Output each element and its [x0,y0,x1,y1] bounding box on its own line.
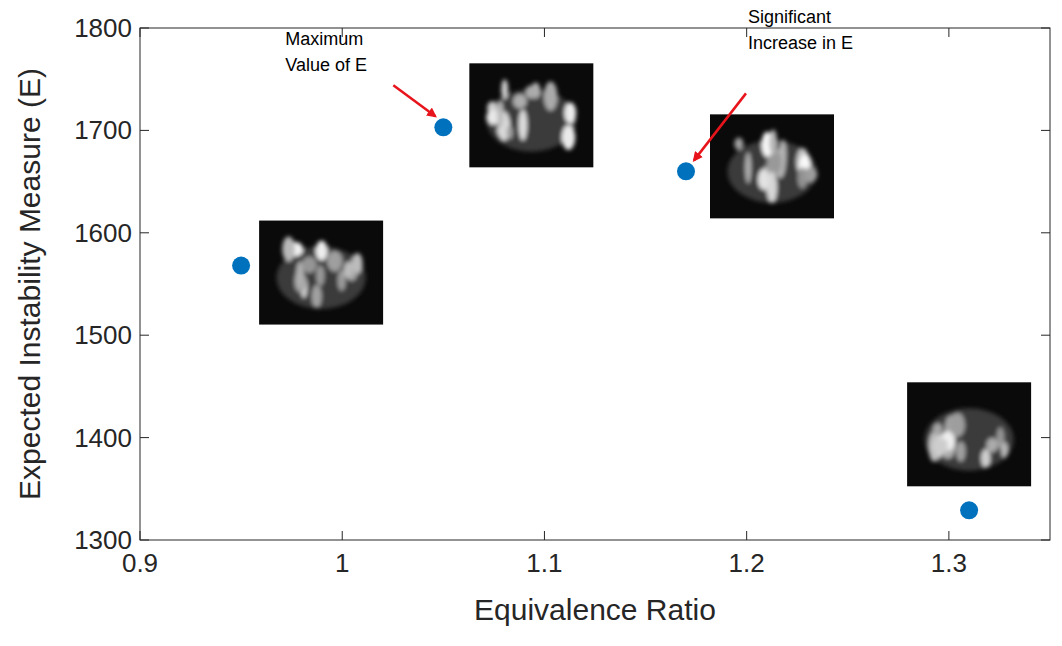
flame-haze [924,408,1013,470]
flame-streak [316,265,324,286]
point [960,501,978,519]
flame-streak [513,94,527,109]
y-tick-label: 1700 [74,115,132,145]
flame-streak [933,423,943,436]
y-tick [1041,28,1050,29]
y-tick [1041,437,1050,438]
flame-image [710,114,834,218]
image-background [259,221,383,325]
annotation-arrow [393,85,435,116]
annotation-line: Value of E [285,55,367,75]
annotation-arrow [694,93,746,160]
y-tick [140,28,149,29]
y-tick [1041,130,1050,131]
x-tick [544,531,545,540]
flame-streak [734,138,743,151]
annotation-line: Maximum [285,29,363,49]
flame-streak [501,79,508,99]
flame-streak [525,85,536,98]
x-tick-label: 1 [335,548,349,578]
point [232,257,250,275]
flame-glow [486,79,576,151]
x-axis-title: Equivalence Ratio [474,593,716,626]
image-background [907,382,1031,486]
image-background [710,114,834,218]
y-tick [140,540,149,541]
annotation-line: Increase in E [748,33,853,53]
x-tick-label: 0.9 [122,548,158,578]
annotation: Significant Increase in E [748,7,853,53]
x-tick [140,28,141,37]
flame-streak [1001,442,1008,458]
flame-glow [276,237,365,309]
y-tick-label: 1400 [74,423,132,453]
x-tick [948,531,949,540]
y-tick [140,335,149,336]
x-tick-label: 1.1 [526,548,562,578]
y-tick [1041,540,1050,541]
flame-image [907,382,1031,486]
flame-streak [544,82,558,111]
flame-streak [956,441,965,461]
flame-streak [562,125,575,150]
y-tick [1041,232,1050,233]
x-tick [342,531,343,540]
annotation-line: Significant [748,7,831,27]
x-tick [544,28,545,37]
y-tick [140,232,149,233]
chart: 1300140015001600170018000.911.11.21.3Equ… [0,0,1062,646]
flame-streak [769,130,777,155]
flame-streak [312,285,322,308]
x-tick [746,531,747,540]
annotation: Maximum Value of E [285,29,367,75]
y-tick [140,437,149,438]
flame-haze [487,89,576,151]
flame-streak [344,262,353,279]
flame-images [259,63,1031,486]
flame-streak [950,413,965,437]
image-background [469,63,593,167]
flame-streak [302,256,317,273]
flame-streak [745,152,751,183]
flame-streak [352,253,363,274]
flame-glow [727,130,817,204]
flame-streak [316,241,328,261]
x-tick [140,531,141,540]
flame-streak [932,437,948,455]
flame-streak [507,126,513,140]
y-tick-label: 1600 [74,218,132,248]
flame-image [469,63,593,167]
y-axis-title: Expected Instability Measure (E) [13,68,46,500]
points [232,118,978,519]
plot-frame [140,28,1050,540]
x-tick-label: 1.3 [931,548,967,578]
flame-streak [758,169,769,190]
flame-streak [564,102,576,123]
y-tick [140,130,149,131]
flame-streak [282,237,295,262]
flame-streak [327,251,343,272]
flame-glow [924,408,1013,470]
point [677,162,695,180]
flame-streak [805,167,818,182]
flame-streak [497,101,503,128]
y-tick [1041,335,1050,336]
y-tick-label: 1800 [74,13,132,43]
x-tick-label: 1.2 [729,548,765,578]
flame-image [259,221,383,325]
y-tick-label: 1500 [74,320,132,350]
point [434,118,452,136]
flame-streak [981,449,990,468]
x-tick [948,28,949,37]
flame-streak [519,109,528,140]
